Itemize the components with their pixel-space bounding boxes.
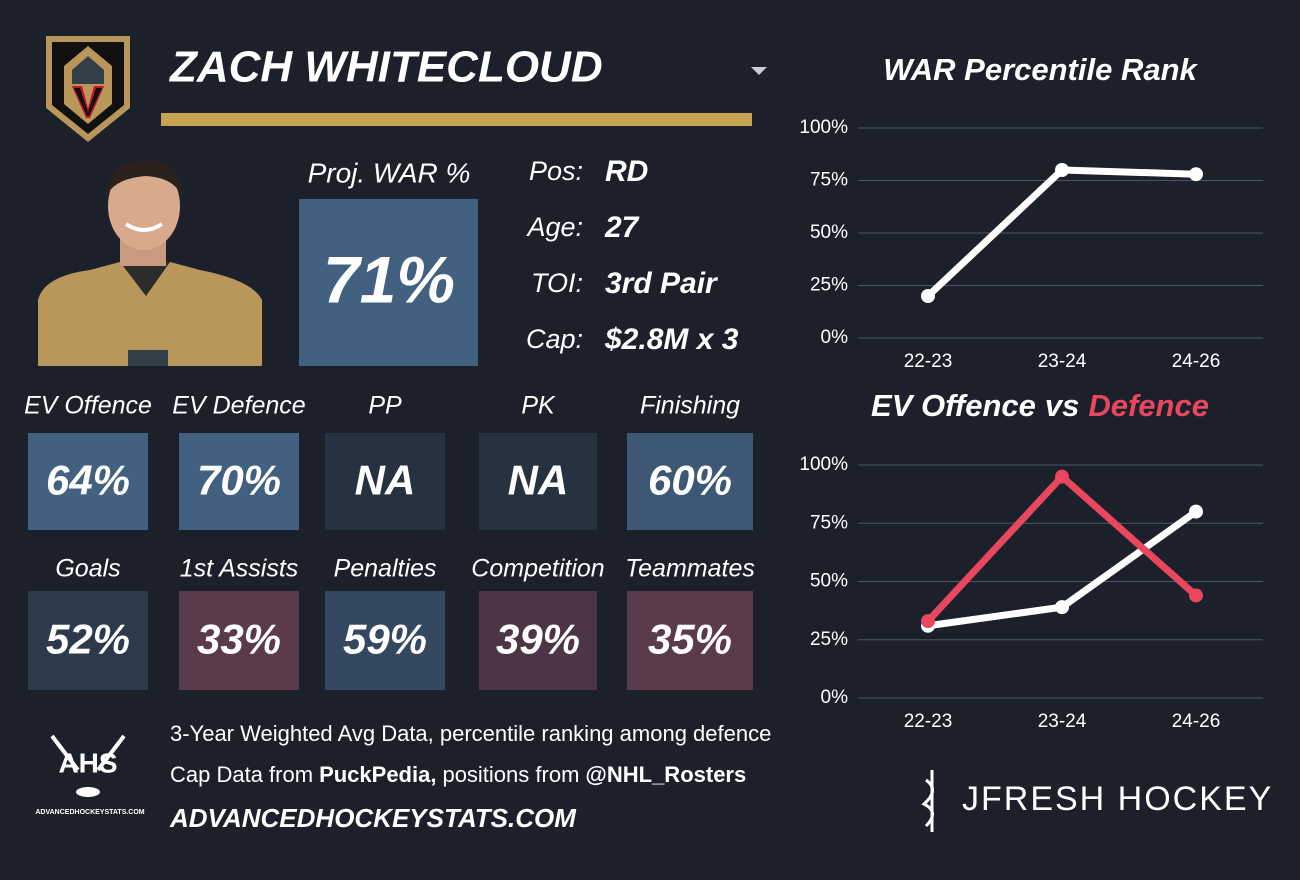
tile-value: 60%	[648, 457, 732, 504]
info-value: $2.8M x 3	[604, 323, 739, 356]
y-tick-label: 0%	[821, 687, 849, 708]
tile	[28, 591, 148, 690]
tile	[325, 433, 445, 530]
info-value: RD	[605, 155, 648, 188]
y-tick-label: 75%	[810, 512, 848, 533]
y-tick-label: 50%	[810, 571, 848, 592]
tile-value: 39%	[496, 616, 580, 663]
jfresh-logo	[921, 770, 934, 832]
credit-part: PuckPedia,	[319, 762, 436, 787]
title-series: EV Offence	[871, 388, 1036, 423]
proj-war-value: 71%	[323, 242, 455, 316]
y-tick-label: 50%	[810, 222, 848, 243]
y-tick-label: 0%	[821, 327, 849, 348]
tile	[28, 433, 148, 530]
tile	[479, 433, 597, 530]
x-tick-label: 23-24	[1038, 711, 1087, 732]
tile	[325, 591, 445, 690]
footer-site: ADVANCEDHOCKEYSTATS.COM	[169, 803, 577, 833]
x-tick-label: 22-23	[904, 711, 953, 732]
tile-value: 33%	[197, 616, 281, 663]
credit-part: positions from	[442, 762, 579, 787]
footer-credits: Cap Data from PuckPedia, positions from @NH…	[170, 762, 746, 787]
y-tick-label: 25%	[810, 275, 848, 296]
player-name: ZACH WHITECLOUD	[168, 43, 603, 92]
tile-label: EV Offence	[24, 392, 152, 420]
tile-value: 70%	[197, 457, 281, 504]
series-point	[1055, 469, 1069, 484]
tile-value: NA	[355, 457, 416, 504]
series-point	[921, 289, 935, 303]
series-point	[1189, 167, 1203, 182]
info-label: TOI:	[531, 268, 583, 298]
x-tick-label: 22-23	[904, 351, 953, 372]
x-tick-label: 24-26	[1172, 351, 1221, 372]
tile-label: PK	[521, 392, 556, 420]
tile	[179, 433, 299, 530]
tile-label: 1st Assists	[180, 555, 299, 583]
info-label: Cap:	[526, 324, 583, 354]
tile-label: EV Defence	[172, 392, 305, 420]
x-tick-label: 24-26	[1172, 711, 1221, 732]
tile-value: NA	[508, 457, 569, 504]
series-point	[1055, 600, 1069, 615]
info-value: 3rd Pair	[605, 267, 719, 300]
chart-title: WAR Percentile Rank	[883, 52, 1198, 87]
tile-label: Finishing	[640, 392, 740, 420]
x-tick-label: 23-24	[1038, 351, 1087, 372]
footer-note: 3-Year Weighted Avg Data, percentile ran…	[170, 721, 771, 746]
info-label: Age:	[525, 212, 583, 242]
ahs-logo: AHS ADVANCEDHOCKEYSTATS.COM	[35, 734, 145, 816]
tile-label: PP	[368, 392, 402, 420]
title-connector: vs	[1045, 388, 1079, 423]
brand: JFRESH HOCKEY	[962, 780, 1273, 818]
tile-value: 35%	[648, 616, 732, 663]
dropdown-caret[interactable]	[751, 67, 767, 75]
ahs-logo-url: ADVANCEDHOCKEYSTATS.COM	[35, 809, 144, 816]
tile	[479, 591, 597, 690]
tile-label: Competition	[471, 555, 604, 583]
tile-value: 59%	[343, 616, 427, 663]
ahs-logo-text: AHS	[58, 747, 117, 778]
tile-label: Penalties	[334, 555, 437, 583]
series-point	[1055, 163, 1069, 177]
tile-label: Goals	[55, 555, 120, 583]
info-value: 27	[604, 211, 640, 244]
chart-title: EV Offence vs Defence	[871, 388, 1209, 423]
credit-part: Cap Data from	[170, 762, 313, 787]
gold-bar	[161, 113, 752, 126]
y-tick-label: 100%	[799, 117, 848, 138]
tile	[179, 591, 299, 690]
info-label: Pos:	[529, 156, 583, 186]
y-tick-label: 100%	[799, 454, 848, 475]
tile	[627, 591, 753, 690]
tile-value: 52%	[46, 616, 130, 663]
tile-label: Teammates	[625, 555, 755, 583]
tile-value: 64%	[46, 457, 130, 504]
series-point	[921, 614, 935, 629]
series-point	[1189, 504, 1203, 519]
team-logo	[46, 36, 130, 142]
tile	[627, 433, 753, 530]
y-tick-label: 75%	[810, 170, 848, 191]
proj-war-label: Proj. WAR %	[308, 157, 471, 188]
series-point	[1189, 588, 1203, 603]
proj-war-box	[299, 199, 478, 366]
player-photo	[38, 160, 262, 366]
credit-part: @NHL_Rosters	[585, 762, 746, 787]
y-tick-label: 25%	[810, 629, 848, 650]
title-series: Defence	[1088, 388, 1209, 423]
